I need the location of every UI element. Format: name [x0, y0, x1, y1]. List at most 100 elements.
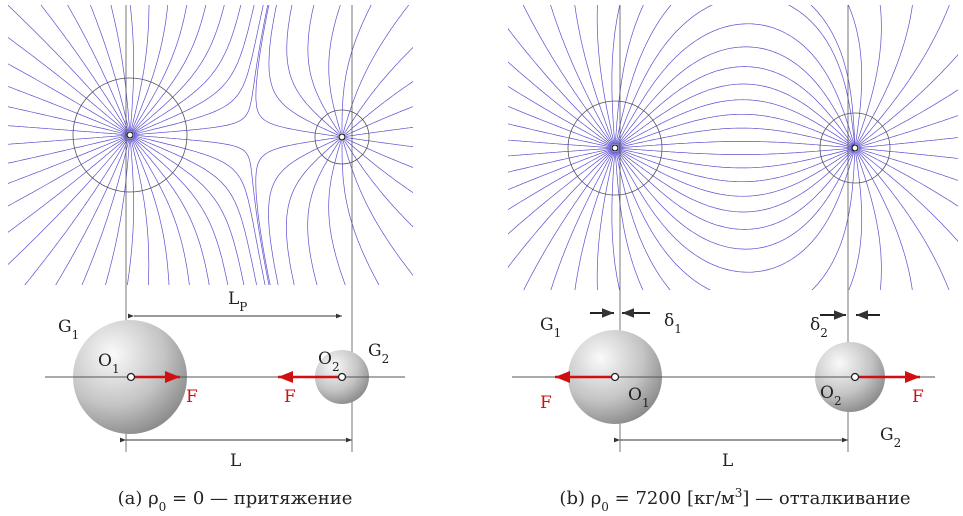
field-line — [128, 0, 134, 131]
label-d2-part: δ — [810, 315, 820, 335]
label-d1-part: δ — [664, 311, 674, 331]
label-o2-part: O — [318, 349, 332, 369]
field-line — [858, 40, 963, 145]
label-f1-part: F — [186, 387, 198, 407]
field-line — [0, 59, 127, 133]
field-line — [134, 0, 258, 134]
field-line — [12, 138, 128, 301]
label-o1-part: 1 — [112, 362, 120, 376]
field-line — [344, 140, 421, 234]
diagram: G1G2O1O2LPLFF(a) ρ0 = 0 — притяжениеG1G2… — [0, 0, 963, 516]
label-g2: G2 — [880, 425, 901, 450]
field-line — [345, 76, 421, 134]
label-top: LP — [228, 289, 247, 314]
field-line — [0, 138, 127, 273]
field-lines-a — [0, 0, 421, 302]
field-line — [856, 0, 881, 144]
field-line — [841, 0, 862, 144]
field-line — [269, 139, 339, 302]
field-line — [573, 0, 614, 144]
field-line — [859, 149, 963, 185]
field-line — [0, 137, 127, 211]
field-line — [617, 150, 854, 272]
caption-part: (a) ρ — [118, 488, 159, 509]
field-line — [0, 138, 127, 240]
field-line — [858, 151, 963, 256]
label-d2: δ2 — [810, 315, 828, 340]
label-f1: F — [540, 393, 552, 413]
label-g2-part: 2 — [382, 352, 390, 366]
field-line — [346, 126, 421, 136]
field-line — [133, 0, 228, 132]
label-l-part: L — [722, 451, 733, 471]
field-line — [499, 54, 612, 146]
label-g2-part: G — [880, 425, 894, 445]
label-f2-part: F — [284, 387, 296, 407]
label-g1-part: G — [58, 317, 72, 337]
field-line — [515, 0, 612, 145]
field-line — [345, 140, 421, 199]
label-g2-part: G — [368, 341, 382, 361]
field-line — [132, 139, 170, 301]
field-line — [859, 111, 963, 147]
layout — [73, 5, 890, 452]
field-line — [546, 0, 613, 144]
field-line — [346, 138, 421, 148]
field-line — [59, 0, 129, 131]
label-g1: G1 — [58, 317, 79, 342]
field-line — [0, 0, 127, 132]
caption-part: 0 — [159, 500, 167, 514]
field-line — [0, 135, 126, 145]
caption-part: = 7200 [кг/м — [609, 488, 735, 509]
field-line — [132, 0, 170, 131]
field-line — [618, 67, 854, 147]
caption-part: = 0 — притяжение — [166, 488, 352, 509]
field-line — [329, 0, 346, 133]
caption-part: ] — отталкивание — [742, 488, 910, 509]
label-f1: F — [186, 387, 198, 407]
field-line — [133, 138, 231, 301]
label-top-part: L — [228, 289, 239, 309]
field-line — [499, 150, 612, 242]
field-line — [616, 152, 680, 301]
field-line — [612, 0, 624, 144]
field-line — [329, 141, 352, 300]
field-line — [84, 0, 130, 131]
field-line — [857, 152, 914, 302]
field-line — [256, 138, 338, 301]
caption-part: 3 — [735, 486, 743, 500]
field-line — [133, 138, 212, 300]
field-line — [858, 0, 956, 145]
field-line — [342, 0, 379, 133]
field-line — [619, 114, 853, 146]
field-line — [343, 141, 420, 284]
field-line — [857, 0, 914, 144]
label-l: L — [230, 451, 241, 471]
label-f2: F — [912, 387, 924, 407]
label-o1-part: 1 — [642, 396, 650, 410]
label-f2: F — [284, 387, 296, 407]
label-g1-part: G — [540, 315, 554, 335]
field-line — [790, 0, 855, 144]
field-line — [618, 150, 854, 230]
label-g2: G2 — [368, 341, 389, 366]
field-line — [344, 40, 421, 134]
field-line — [133, 0, 244, 133]
caption: (b) ρ0 = 7200 [кг/м3] — отталкивание — [559, 486, 910, 514]
label-g2-part: 2 — [894, 436, 902, 450]
label-o1-part: O — [628, 385, 642, 405]
caption: (a) ρ0 = 0 — притяжение — [118, 488, 353, 514]
field-line — [574, 152, 614, 300]
field-line — [287, 0, 339, 134]
field-line — [342, 141, 387, 300]
field-line — [616, 152, 747, 300]
label-g1-part: 1 — [554, 326, 562, 340]
label-o2-part: 2 — [332, 360, 340, 374]
field-line — [346, 104, 422, 136]
field-line — [134, 137, 260, 302]
field-line — [132, 0, 189, 132]
label-d1-part: 1 — [674, 322, 682, 336]
field-line — [286, 140, 339, 302]
field-line — [346, 139, 422, 171]
